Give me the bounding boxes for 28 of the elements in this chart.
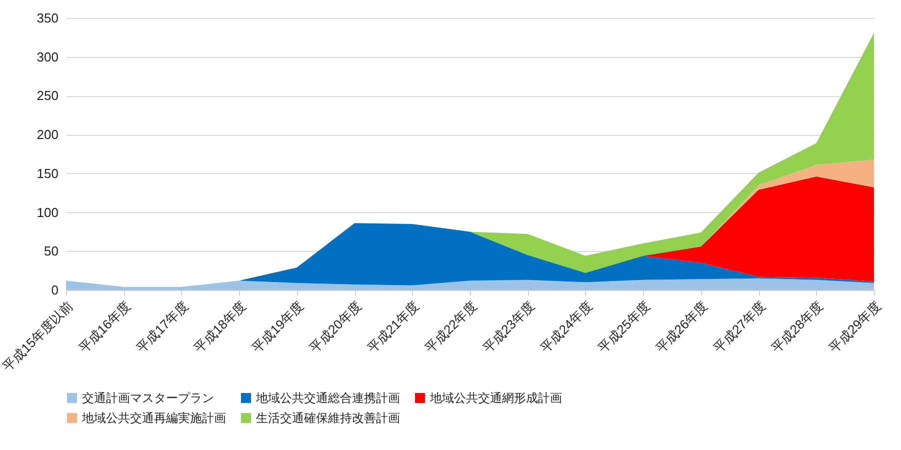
y-tick-label: 100 [36,204,58,220]
legend-label: 地域公共交通網形成計画 [429,391,562,405]
x-tick-label: 平成16年度 [76,298,134,356]
x-tick-label: 平成20年度 [306,298,364,356]
x-tick-label: 平成26年度 [652,298,711,356]
x-tick-label: 平成29年度 [826,298,884,356]
x-tick-label: 平成18年度 [191,298,249,356]
legend-label: 地域公共交通再編実施計画 [81,411,226,425]
x-tick-label: 平成24年度 [538,298,596,356]
legend-label: 交通計画マスタープラン [82,391,214,405]
y-tick-label: 300 [36,49,58,64]
y-tick-label: 150 [36,166,58,181]
x-tick-label: 平成21年度 [364,298,422,356]
y-tick-label: 250 [36,88,58,104]
x-tick-label: 平成22年度 [422,298,480,356]
x-tick-label: 平成25年度 [595,298,653,356]
y-tick-label: 200 [36,127,58,142]
legend-label: 地域公共交通総合連携計画 [255,391,400,405]
y-tick-label: 350 [36,10,58,26]
x-tick-label: 平成17年度 [134,298,192,356]
x-tick-label: 平成27年度 [710,298,768,356]
x-tick-label: 平成15年度以前 [0,298,76,374]
legend-label: 生活交通確保維持改善計画 [256,411,400,425]
x-tick-label: 平成28年度 [768,298,826,356]
x-tick-label: 平成19年度 [248,298,307,356]
y-tick-label: 0 [51,282,58,298]
y-tick-label: 50 [44,244,58,259]
x-tick-label: 平成23年度 [480,298,538,356]
